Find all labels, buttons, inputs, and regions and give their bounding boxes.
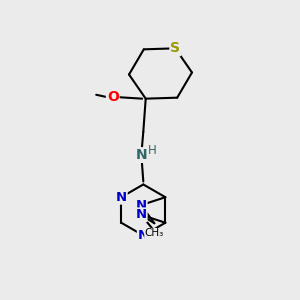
Text: S: S [170,41,180,55]
Text: N: N [136,199,147,212]
Text: N: N [136,208,147,221]
Text: H: H [148,144,157,157]
Text: CH₃: CH₃ [145,229,164,238]
Text: N: N [136,148,148,162]
Text: O: O [107,90,118,104]
Text: N: N [116,191,127,204]
Text: N: N [138,229,149,242]
